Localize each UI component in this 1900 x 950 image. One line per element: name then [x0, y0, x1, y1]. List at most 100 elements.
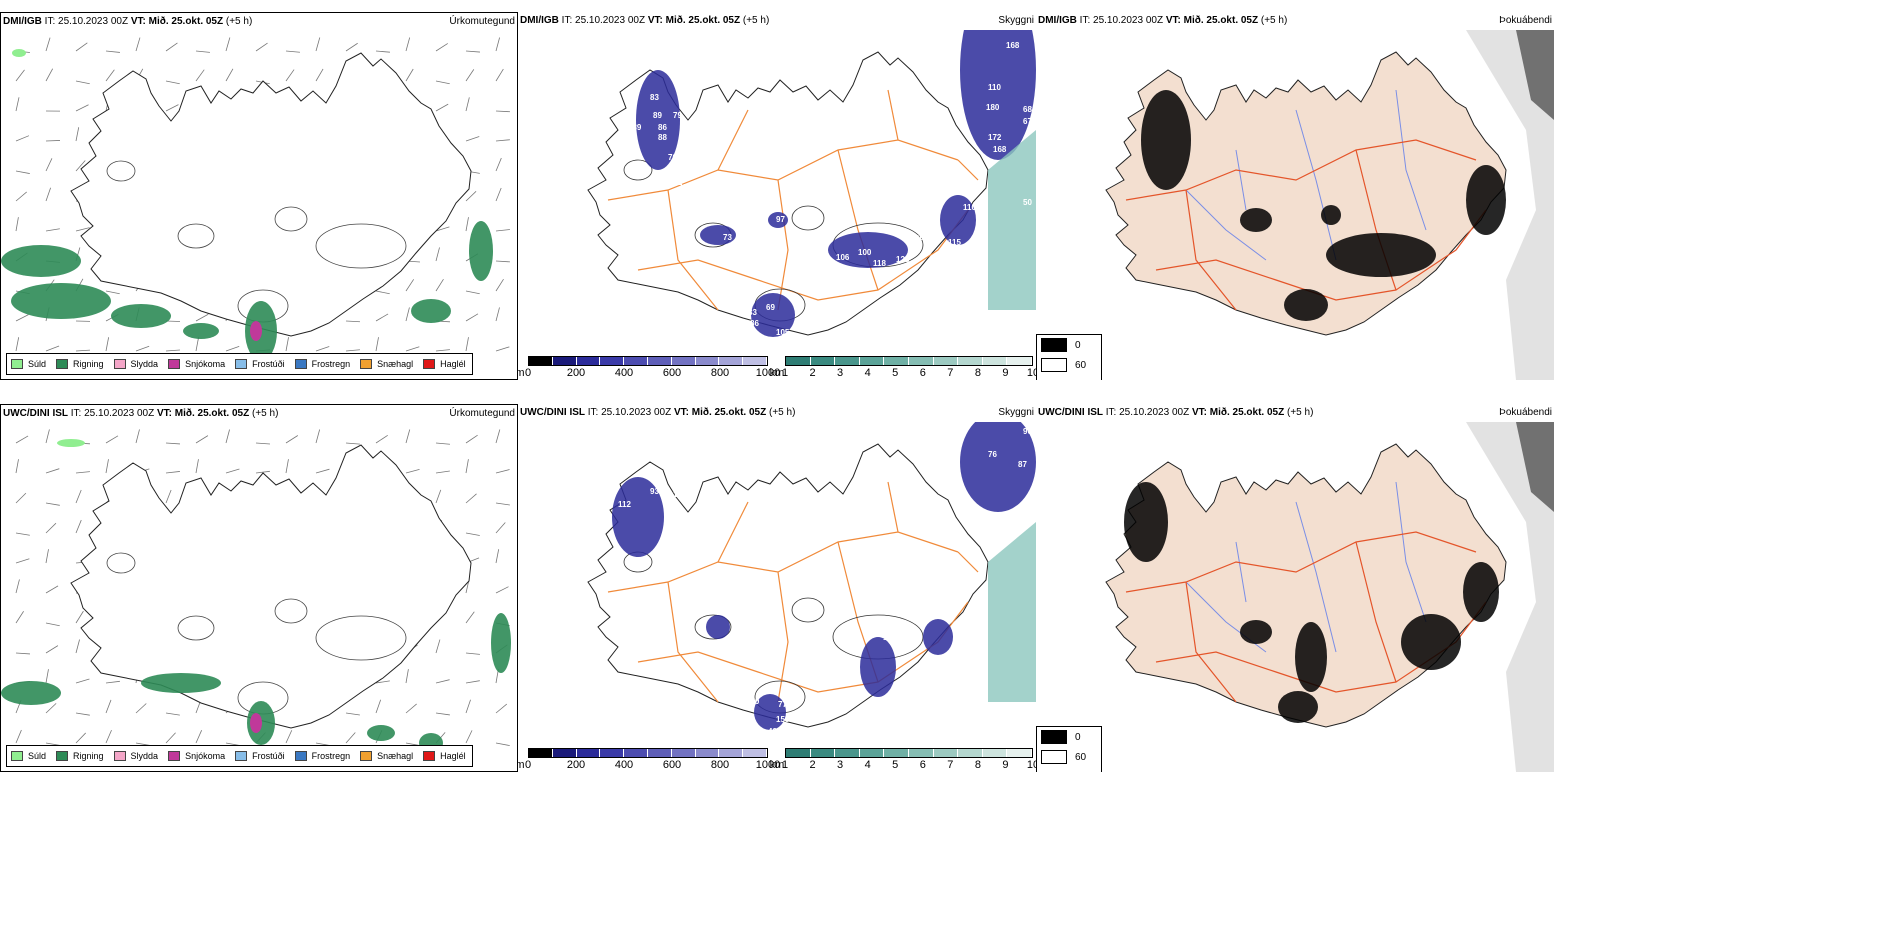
scale-color [1007, 357, 1032, 365]
scale-color [529, 357, 553, 365]
wind-barb [45, 345, 60, 352]
scale-color [743, 749, 767, 757]
precip-panel-row2: UWC/DINI ISL IT: 25.10.2023 00Z VT: Mið.… [0, 404, 518, 772]
fog-area [1321, 205, 1341, 225]
river [1235, 149, 1247, 211]
wind-barb [375, 313, 389, 322]
wind-barb [375, 680, 390, 684]
glacier-outline [177, 615, 215, 641]
glacier-outline [106, 552, 136, 574]
scale-tick: 1 [781, 759, 789, 771]
wind-barb [435, 712, 450, 716]
visibility-label: 106 [836, 253, 850, 262]
visibility-label: 123 [918, 233, 932, 242]
wind-barb [225, 37, 231, 52]
precip-legend: Súld Rigning Slydda Snjókoma Frostúði Frostre… [6, 745, 473, 767]
rain-area [183, 323, 219, 339]
scale-color [884, 749, 909, 757]
wind-barb [15, 314, 29, 322]
scale-tick: 400 [614, 759, 634, 771]
scale-tick: 200 [566, 759, 586, 771]
wind-barb [15, 492, 27, 504]
scale-tick: 10 [1026, 367, 1036, 379]
wind-barb [105, 699, 112, 714]
wind-barb [195, 730, 203, 744]
fog-area [1240, 208, 1272, 232]
wind-barb [375, 699, 382, 714]
wind-barb [165, 489, 172, 504]
visibility-label: 77 [778, 700, 787, 709]
wind-barb [405, 429, 411, 444]
visibility-label: 100 [858, 248, 872, 257]
visibility-label: 110 [673, 490, 686, 499]
legend-label: Rigning [73, 359, 104, 369]
wind-barb [495, 229, 510, 232]
wind-barb [75, 639, 80, 654]
low-visibility-area [940, 195, 976, 245]
legend-item: Slydda [113, 359, 158, 369]
fog-panel-row2: UWC/DINI ISL IT: 25.10.2023 00Z VT: Mið.… [1036, 404, 1554, 772]
legend-label: Snæhagl [377, 751, 414, 761]
scale-color [810, 749, 836, 757]
glacier-outline [315, 223, 407, 269]
visibility-label: 90 [1018, 507, 1027, 516]
visibility-label: 66 [728, 605, 737, 614]
legend-swatch [113, 359, 126, 369]
wind-barb [15, 652, 30, 655]
glacier-outline [791, 597, 825, 623]
glacier-outline [694, 614, 732, 640]
snow-area [250, 321, 262, 341]
wind-barb [465, 652, 480, 655]
wind-barb [465, 434, 478, 444]
scale-color [719, 357, 744, 365]
wind-barb [435, 470, 450, 474]
visibility-label: 180 [986, 103, 1000, 112]
wind-barb [495, 586, 509, 594]
panel-header: UWC/DINI ISL IT: 25.10.2023 00Z VT: Mið.… [520, 407, 1034, 418]
wind-barb [75, 42, 88, 52]
scale-tick: 2 [809, 759, 816, 771]
legend-swatch [113, 751, 126, 761]
scale-color [958, 357, 983, 365]
wind-barb [495, 260, 510, 263]
scale-tick: 8 [974, 367, 981, 379]
scale-color [600, 749, 625, 757]
fog-area [1278, 691, 1318, 723]
wind-barb [495, 68, 504, 82]
visibility-label: 67 [1023, 117, 1032, 126]
scale-color [647, 357, 672, 365]
wind-barb [15, 170, 30, 174]
wind-barb [435, 349, 450, 352]
visibility-label: 76 [988, 450, 997, 459]
wind-barb [285, 459, 289, 474]
legend-label: Frostúði [252, 751, 285, 761]
wind-barb [15, 532, 30, 536]
visibility-label: 87 [1018, 460, 1027, 469]
wind-barb [495, 502, 510, 506]
wind-barb [225, 429, 230, 444]
wind-barb [45, 187, 51, 202]
legend-swatch [294, 751, 307, 761]
visibility-panel-row1: DMI/IGB IT: 25.10.2023 00Z VT: Mið. 25.o… [518, 12, 1036, 380]
wind-barb [15, 611, 24, 624]
wind-barb [405, 68, 414, 82]
wind-barb [465, 313, 479, 322]
scale-color [835, 749, 860, 757]
wind-barb [495, 742, 510, 746]
wind-barb [135, 37, 141, 52]
visibility-label: 110 [988, 83, 1001, 92]
precip-map [1, 429, 511, 753]
road [1185, 189, 1237, 311]
scale-color [810, 357, 836, 365]
river [1185, 189, 1267, 261]
wind-barb [345, 349, 360, 352]
low-visibility-area [960, 30, 1036, 160]
coastline [70, 444, 472, 729]
wind-barb [405, 279, 415, 292]
wind-barb [465, 699, 471, 714]
scale-tick: 3 [837, 759, 844, 771]
wind-barb [495, 346, 510, 352]
wind-barb [15, 729, 22, 744]
wind-barb [375, 50, 390, 53]
legend-swatch [235, 751, 248, 761]
